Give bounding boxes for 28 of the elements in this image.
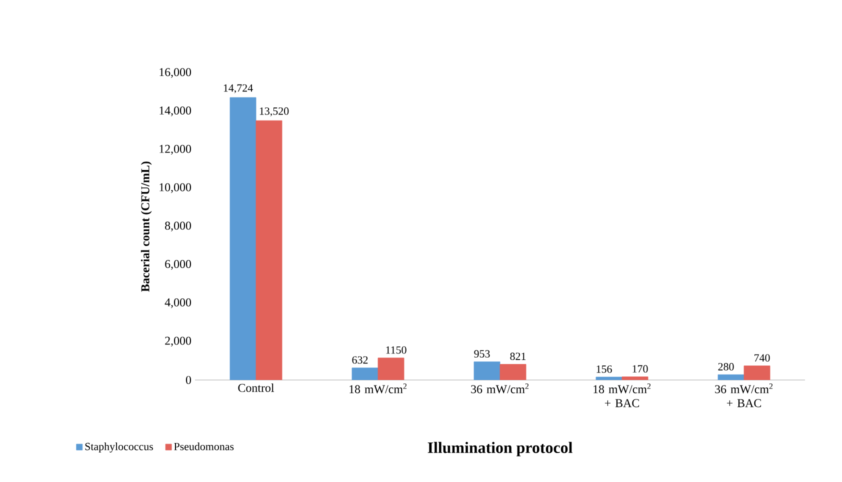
y-axis-title: Bacerial count (CFU/mL) — [140, 162, 152, 292]
legend-label: Staphylococcus — [85, 442, 153, 452]
x-tick-label: 18 mW/cm$^{2}$ — [350, 384, 407, 394]
data-label: 13,520 — [260, 107, 289, 116]
y-tick-label: 12,000 — [160, 144, 192, 155]
y-tick-label: 2,000 — [165, 336, 192, 347]
y-tick-label: 16,000 — [160, 68, 192, 78]
category-label: 36 mW/cm$^{2}$ + BAC — [715, 384, 773, 408]
data-label: 740 — [754, 354, 770, 362]
y-tick-label: 0 — [186, 376, 192, 384]
data-label: 821 — [510, 352, 526, 360]
data-label: 156 — [596, 365, 612, 373]
data-label: 14,724 — [224, 84, 253, 94]
data-label: 280 — [718, 363, 734, 370]
data-label: 170 — [632, 365, 648, 373]
y-tick-label: 10,000 — [160, 183, 192, 194]
data-label: 953 — [474, 350, 490, 358]
y-tick-label: 8,000 — [165, 222, 192, 232]
data-label: 1150 — [386, 346, 406, 354]
x-tick-label: Control — [238, 384, 274, 392]
data-label: 632 — [352, 356, 368, 364]
x-tick-label: 36 mW/cm$^{2}$ — [471, 384, 529, 394]
x-axis-title: Illumination protocol — [428, 442, 572, 456]
y-tick-label: 4,000 — [164, 298, 192, 308]
y-tick-label: 14,000 — [160, 106, 192, 116]
y-tick-label: 6,000 — [165, 260, 192, 270]
category-label: 18 mW/cm$^{2}$ + BAC — [594, 384, 651, 408]
legend-label: Pseudomonas — [174, 442, 234, 450]
